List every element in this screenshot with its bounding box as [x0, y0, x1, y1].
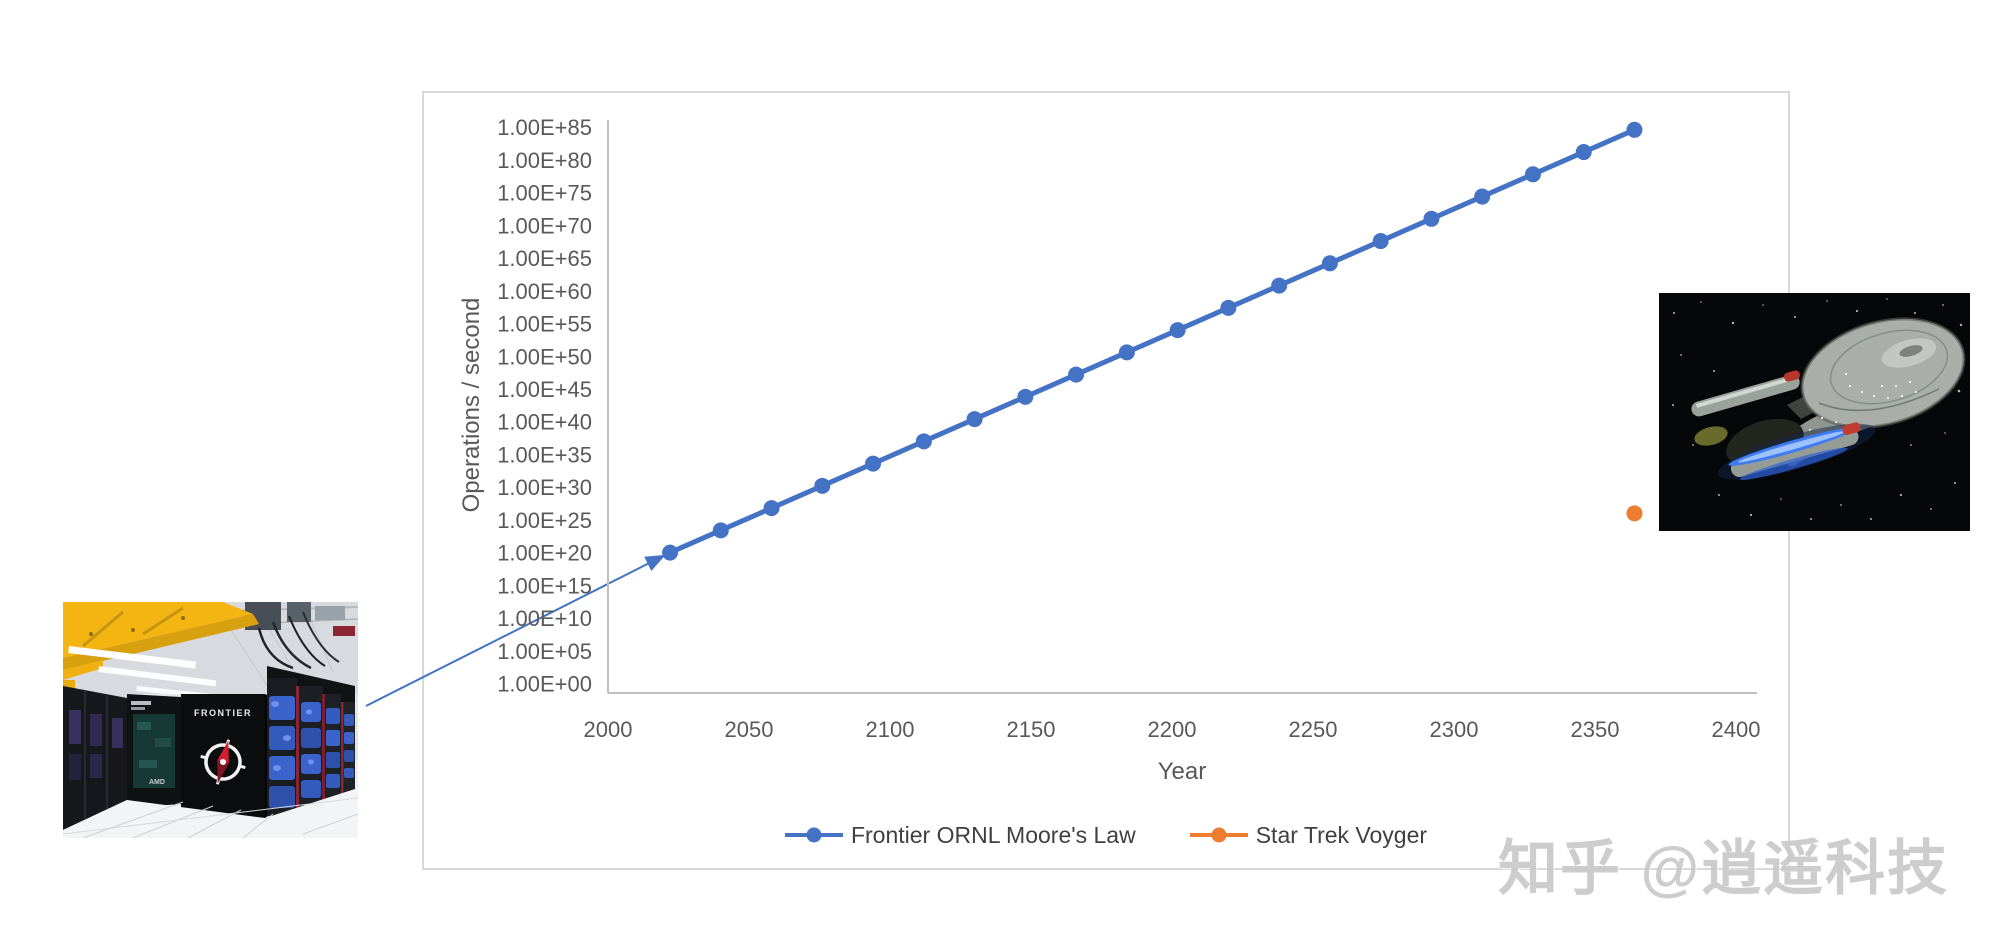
moores-law-point [662, 544, 679, 561]
x-tick-label: 2250 [1289, 717, 1338, 742]
mid-cabinet: AMD [127, 694, 181, 808]
voyager-point [1626, 505, 1643, 522]
moores-law-point [1068, 366, 1085, 383]
moores-law-point [1271, 277, 1288, 294]
y-tick-label: 1.00E+55 [497, 312, 592, 337]
x-tick-label: 2100 [866, 717, 915, 742]
moores-law-point [1321, 255, 1338, 272]
y-tick-label: 1.00E+85 [497, 115, 592, 140]
right-rack-row [267, 666, 355, 816]
moores-law-point [865, 455, 882, 472]
y-tick-label: 1.00E+80 [497, 148, 592, 173]
x-axis-title: Year [1157, 758, 1207, 785]
y-tick-label: 1.00E+75 [497, 181, 592, 206]
frontier-supercomputer-image: AMD FRONTIER [63, 602, 358, 838]
legend-item-frontier: Frontier ORNL Moore's Law [784, 821, 1136, 849]
moores-law-point [1474, 188, 1491, 205]
moores-law-point [1626, 121, 1643, 138]
moores-law-point [1017, 388, 1034, 405]
moores-law-point [1575, 144, 1592, 161]
y-tick-label: 1.00E+35 [497, 442, 592, 467]
y-tick-label: 1.00E+65 [497, 246, 592, 271]
lower-nacelle [1717, 422, 1876, 481]
moores-law-point [1169, 322, 1186, 339]
x-tick-label: 2400 [1712, 717, 1761, 742]
frontier-logo-text: FRONTIER [194, 708, 252, 718]
moores-law-point [1423, 210, 1440, 227]
moores-law-line [669, 127, 1636, 555]
y-tick-label: 1.00E+25 [497, 508, 592, 533]
left-cabinet-row [63, 686, 127, 830]
legend-label: Frontier ORNL Moore's Law [850, 821, 1136, 848]
x-tick-label: 2350 [1571, 717, 1620, 742]
moores-law-point [1118, 344, 1135, 361]
x-tick-label: 2200 [1148, 717, 1197, 742]
legend-label: Star Trek Voyger [1255, 821, 1428, 848]
zhihu-watermark: 知乎 @逍遥科技 [1498, 835, 1950, 902]
moores-law-point [1524, 166, 1541, 183]
y-tick-label: 1.00E+10 [497, 606, 592, 631]
moores-law-point [763, 500, 780, 517]
hull-windows [1809, 373, 1917, 431]
moores-law-point [1220, 299, 1237, 316]
y-tick-label: 1.00E+05 [497, 639, 592, 664]
y-tick-label: 1.00E+50 [497, 344, 592, 369]
voyager-ship-image [1659, 293, 1970, 531]
x-tick-label: 2050 [725, 717, 774, 742]
y-tick-label: 1.00E+20 [497, 541, 592, 566]
x-tick-label: 2000 [584, 717, 633, 742]
moores-law-point [1372, 233, 1389, 250]
amd-logo-text: AMD [149, 779, 165, 786]
chart-area [422, 91, 1790, 870]
moores-law-point [966, 411, 983, 428]
floor [63, 788, 358, 838]
y-tick-label: 1.00E+40 [497, 410, 592, 435]
x-tick-label: 2150 [1007, 717, 1056, 742]
moores-law-point [712, 522, 729, 539]
line-dot-marker-icon [784, 827, 843, 843]
legend-item-voyager: Star Trek Voyger [1189, 821, 1428, 849]
x-tick-label: 2300 [1430, 717, 1479, 742]
y-tick-label: 1.00E+45 [497, 377, 592, 402]
y-tick-label: 1.00E+60 [497, 279, 592, 304]
chart-legend: Frontier ORNL Moore's Law Star Trek Voyg… [422, 820, 1790, 850]
y-tick-label: 1.00E+30 [497, 475, 592, 500]
upper-nacelle [1691, 370, 1800, 417]
compass-logo-icon [200, 739, 246, 785]
deflector-glow [1694, 426, 1728, 446]
y-axis-title: Operations / second [458, 297, 485, 513]
saucer-section [1800, 317, 1966, 429]
moores-law-point [915, 433, 932, 450]
moores-law-point [814, 477, 831, 494]
callout-arrow [365, 554, 666, 707]
y-tick-label: 1.00E+00 [497, 672, 592, 697]
y-tick-label: 1.00E+15 [497, 573, 592, 598]
voyager-ship [1691, 317, 1966, 481]
y-tick-label: 1.00E+70 [497, 213, 592, 238]
frontier-cabinet: FRONTIER [181, 694, 271, 818]
line-dot-marker-icon [1189, 827, 1248, 843]
